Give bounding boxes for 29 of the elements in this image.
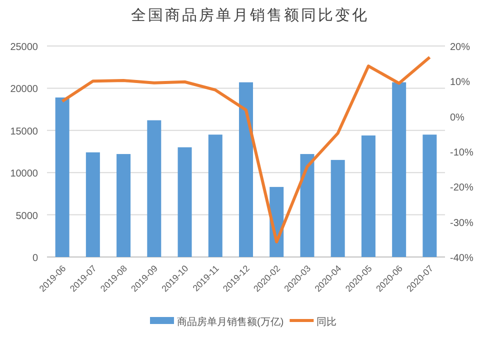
legend-label: 同比	[316, 316, 337, 328]
bar	[422, 134, 437, 257]
bar	[55, 97, 70, 257]
bar	[239, 82, 253, 257]
bar	[361, 135, 376, 257]
y-tick-label: 20000	[10, 84, 38, 96]
bar	[86, 152, 100, 257]
y2-tick-label: -30%	[450, 218, 474, 229]
bar	[208, 134, 222, 257]
y2-tick-label: -40%	[450, 253, 474, 264]
legend-label: 商品房单月销售额(万亿)	[177, 316, 284, 328]
bar	[178, 147, 192, 257]
bar	[147, 120, 162, 257]
y2-tick-label: 0%	[450, 112, 465, 124]
bar	[300, 154, 314, 257]
bar	[330, 160, 345, 257]
y-tick-label: 5000	[16, 210, 38, 222]
bar	[116, 154, 131, 257]
y-tick-label: 15000	[10, 126, 38, 138]
chart-title: 全国商品房单月销售额同比变化	[131, 7, 369, 24]
y-tick-label: 25000	[10, 42, 38, 53]
y-tick-label: 0	[32, 253, 38, 264]
y-tick-label: 10000	[10, 168, 38, 180]
y2-tick-label: -20%	[450, 182, 474, 194]
bar	[392, 82, 406, 257]
line-series	[60, 56, 432, 244]
y2-tick-label: -10%	[450, 148, 474, 158]
y2-tick-label: 20%	[450, 42, 470, 53]
y2-tick-label: 10%	[450, 77, 470, 88]
